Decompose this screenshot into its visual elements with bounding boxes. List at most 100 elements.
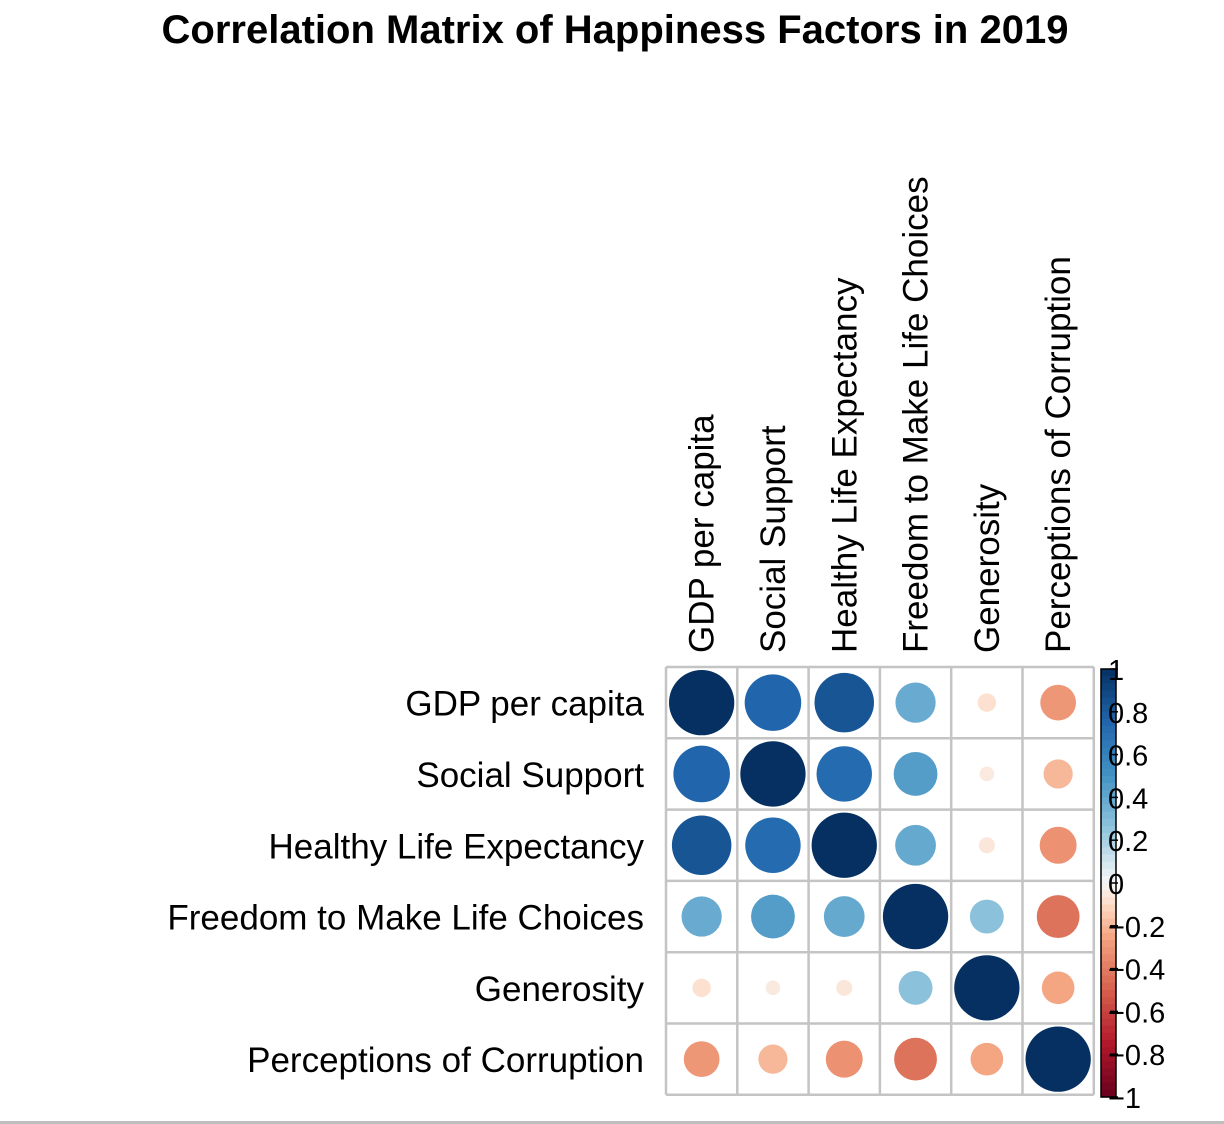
colorbar-segment bbox=[1101, 982, 1116, 991]
correlation-circles bbox=[669, 670, 1091, 1092]
colorbar-segment bbox=[1101, 975, 1116, 984]
correlation-circle bbox=[811, 812, 877, 878]
colorbar-segment bbox=[1101, 783, 1116, 791]
colorbar-segment bbox=[1101, 1089, 1116, 1098]
row-label: Perceptions of Corruption bbox=[247, 1041, 644, 1080]
colorbar-segment bbox=[1101, 697, 1116, 706]
colorbar-segment bbox=[1101, 683, 1116, 691]
colorbar-tick-label: 0.6 bbox=[1108, 741, 1148, 773]
colorbar-segment bbox=[1101, 997, 1116, 1005]
colorbar-segment bbox=[1101, 861, 1116, 870]
column-label: Perceptions of Corruption bbox=[1039, 256, 1078, 653]
correlation-circle bbox=[823, 896, 865, 937]
correlation-circle bbox=[751, 894, 795, 939]
colorbar-segment bbox=[1101, 825, 1116, 834]
colorbar-segment bbox=[1101, 669, 1116, 677]
colorbar-segment bbox=[1101, 818, 1116, 827]
colorbar-segment bbox=[1101, 868, 1116, 877]
correlation-circle bbox=[692, 978, 711, 998]
colorbar-segment bbox=[1101, 1061, 1116, 1070]
correlation-circle bbox=[882, 883, 949, 950]
correlation-circle bbox=[673, 745, 730, 803]
row-label: GDP per capita bbox=[405, 685, 644, 724]
column-label: Social Support bbox=[754, 425, 793, 653]
colorbar-tick-label: −0.4 bbox=[1108, 955, 1165, 987]
colorbar-segment bbox=[1101, 1039, 1116, 1048]
colorbar-segment bbox=[1101, 854, 1116, 863]
colorbar-segment bbox=[1101, 940, 1116, 948]
colorbar-segment bbox=[1101, 1032, 1116, 1041]
colorbar-segment bbox=[1101, 932, 1116, 941]
colorbar-segment bbox=[1101, 704, 1116, 713]
colorbar-segment bbox=[1101, 1018, 1116, 1027]
colorbar-segment bbox=[1101, 1047, 1116, 1055]
row-label: Healthy Life Expectancy bbox=[269, 827, 645, 866]
colorbar-tick-label: 0.2 bbox=[1108, 826, 1148, 858]
colorbar-tick-label: 0.8 bbox=[1108, 698, 1148, 730]
correlation-circle bbox=[814, 672, 874, 733]
colorbar-segment bbox=[1101, 754, 1116, 763]
correlation-circle bbox=[683, 1041, 720, 1078]
colorbar-segment bbox=[1101, 776, 1116, 784]
correlation-circle bbox=[669, 670, 735, 736]
correlation-circle bbox=[1041, 971, 1075, 1005]
colorbar-segment bbox=[1101, 918, 1116, 927]
colorbar-segment bbox=[1101, 947, 1116, 955]
colorbar-segment bbox=[1101, 954, 1116, 963]
colorbar-segment bbox=[1101, 990, 1116, 998]
correlation-circle bbox=[744, 674, 802, 731]
colorbar-segment bbox=[1101, 1082, 1116, 1091]
correlation-circle bbox=[825, 1040, 863, 1078]
colorbar-tick-label: 0 bbox=[1108, 869, 1124, 901]
colorbar-segment bbox=[1101, 925, 1116, 934]
colorbar-segment bbox=[1101, 1075, 1116, 1084]
correlation-circle bbox=[681, 896, 722, 937]
colorbar-segment bbox=[1101, 747, 1116, 756]
colorbar-segment bbox=[1101, 690, 1116, 699]
column-label: Healthy Life Expectancy bbox=[825, 277, 864, 653]
correlation-circle bbox=[979, 766, 995, 782]
correlation-circle bbox=[969, 899, 1004, 934]
colorbar-segment bbox=[1101, 883, 1116, 891]
row-label: Social Support bbox=[416, 756, 644, 795]
correlation-circle bbox=[895, 682, 936, 723]
colorbar-tick-label: −0.6 bbox=[1108, 997, 1165, 1029]
correlation-circle bbox=[836, 979, 853, 996]
colorbar-segment bbox=[1101, 718, 1116, 727]
colorbar-tick-label: 0.4 bbox=[1108, 783, 1148, 815]
colorbar-segment bbox=[1101, 804, 1116, 813]
chart-title: Correlation Matrix of Happiness Factors … bbox=[162, 8, 1069, 52]
correlation-circle bbox=[816, 746, 872, 802]
column-label: Generosity bbox=[968, 483, 1007, 653]
colorbar-segment bbox=[1101, 790, 1116, 798]
colorbar-segment bbox=[1101, 726, 1116, 734]
correlation-circle bbox=[894, 1037, 937, 1081]
correlation-circle bbox=[671, 815, 732, 875]
row-labels: GDP per capita Social Support Healthy Life… bbox=[167, 685, 644, 1081]
colorbar-segment bbox=[1101, 1054, 1116, 1062]
correlation-circle bbox=[1025, 1026, 1091, 1092]
correlation-circle bbox=[893, 752, 938, 796]
colorbar-segment bbox=[1101, 1011, 1116, 1020]
colorbar-tick-label: −0.2 bbox=[1108, 912, 1165, 944]
colorbar-segment bbox=[1101, 897, 1116, 905]
colorbar-segment bbox=[1101, 1004, 1116, 1012]
colorbar-segment bbox=[1101, 740, 1116, 749]
colorbar-segment bbox=[1101, 711, 1116, 720]
colorbar-segment bbox=[1101, 733, 1116, 741]
colorbar-segment bbox=[1101, 847, 1116, 856]
colorbar-tick-label: 1 bbox=[1108, 655, 1124, 687]
correlation-circle bbox=[1040, 684, 1077, 721]
colorbar-segment bbox=[1101, 797, 1116, 806]
correlation-circle bbox=[978, 837, 995, 854]
correlation-circle bbox=[1043, 759, 1073, 789]
colorbar-segment bbox=[1101, 833, 1116, 841]
colorbar-segment bbox=[1101, 676, 1116, 684]
correlation-circle bbox=[740, 741, 806, 807]
correlation-circle bbox=[898, 970, 933, 1005]
colorbar-tick-label: −1 bbox=[1108, 1083, 1141, 1115]
colorbar-segment bbox=[1101, 890, 1116, 898]
correlation-circle bbox=[758, 1044, 788, 1074]
colorbar-segment bbox=[1101, 904, 1116, 913]
